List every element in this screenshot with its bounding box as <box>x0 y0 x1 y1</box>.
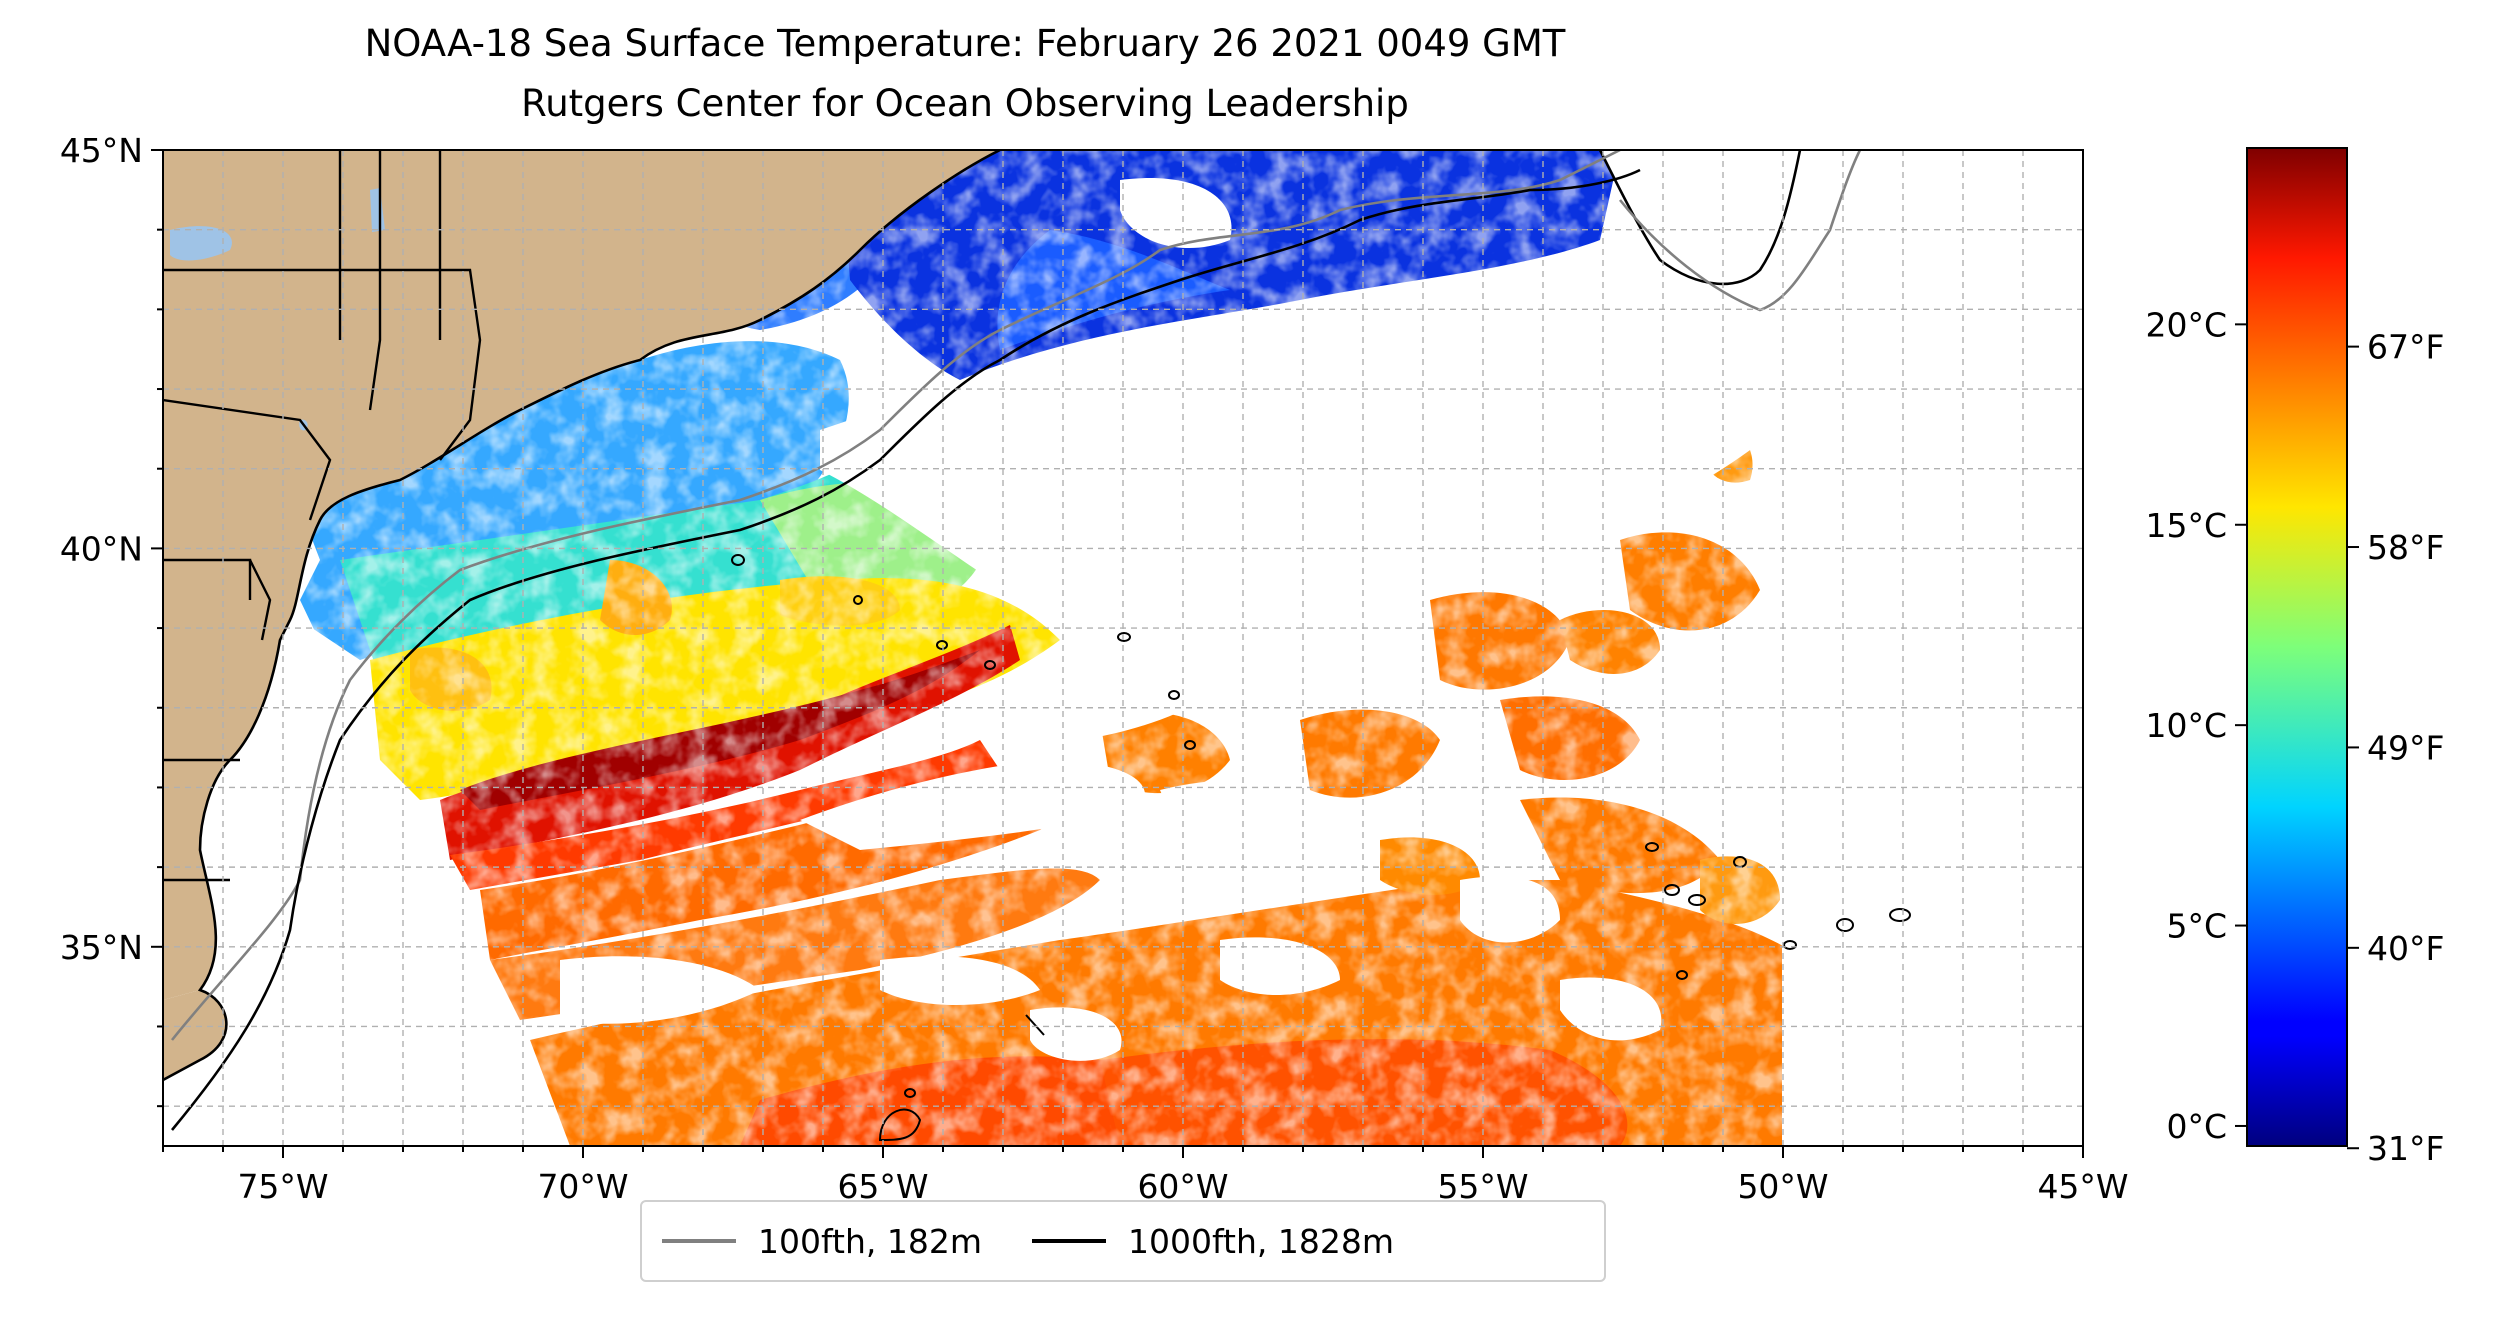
land <box>163 150 1790 1080</box>
x-tick-label: 50°W <box>1737 1167 1828 1206</box>
contour-100fth <box>170 150 1621 1041</box>
y-tick-label: 35°N <box>60 928 143 967</box>
legend-line-1000fth <box>1032 1239 1106 1243</box>
coastline-east <box>1598 150 1802 286</box>
x-axis: 75°W 70°W 65°W 60°W 55°W 50°W 45°W <box>162 1146 2129 1206</box>
legend-item-100fth: 100fth, 182m <box>662 1222 982 1261</box>
x-tick-label: 75°W <box>237 1167 328 1206</box>
x-tick-label: 60°W <box>1137 1167 1228 1206</box>
colorbar-celsius-label: 15°C <box>2145 506 2227 545</box>
title-line-1: NOAA-18 Sea Surface Temperature: Februar… <box>364 22 1566 65</box>
x-tick-label: 55°W <box>1437 1167 1528 1206</box>
colorbar-celsius-label: 20°C <box>2145 305 2227 344</box>
colorbar-celsius-ticks: 20°C 15°C 10°C 5°C 0°C <box>2145 305 2247 1146</box>
y-tick-label: 45°N <box>60 131 143 170</box>
map-area <box>163 150 2083 1146</box>
legend-label-1000fth: 1000fth, 1828m <box>1128 1221 1394 1261</box>
seamount-contours <box>731 554 1911 1142</box>
state-boundaries <box>163 150 482 882</box>
y-tick-label: 40°N <box>60 529 143 568</box>
colorbar-fahrenheit-label: 49°F <box>2367 728 2444 767</box>
x-tick-label: 45°W <box>2037 1167 2128 1206</box>
colorbar-celsius-label: 5°C <box>2166 907 2227 946</box>
colorbar-fahrenheit-label: 67°F <box>2367 328 2444 367</box>
lakes <box>170 188 385 431</box>
legend-label-100fth: 100fth, 182m <box>758 1221 982 1261</box>
gridlines <box>163 150 2083 1146</box>
colorbar-fahrenheit-label: 58°F <box>2367 528 2444 567</box>
legend-item-1000fth: 1000fth, 1828m <box>1032 1222 1394 1261</box>
contour-100fth-east <box>1618 150 1862 312</box>
colorbar-fahrenheit-label: 40°F <box>2367 929 2444 968</box>
colorbar-fahrenheit-ticks: 67°F 58°F 49°F 40°F 31°F <box>2347 328 2444 1168</box>
colorbar-celsius-label: 0°C <box>2166 1107 2227 1146</box>
colorbar: 20°C 15°C 10°C 5°C 0°C 67°F 58°F 49°F 40°F 31°F <box>2145 147 2444 1168</box>
title-line-2: Rutgers Center for Ocean Observing Leade… <box>521 82 1409 125</box>
x-tick-label: 65°W <box>837 1167 928 1206</box>
colorbar-celsius-label: 10°C <box>2145 706 2227 745</box>
legend: 100fth, 182m 1000fth, 1828m <box>640 1200 1606 1282</box>
colorbar-fahrenheit-label: 31°F <box>2367 1129 2444 1168</box>
x-tick-label: 70°W <box>537 1167 628 1206</box>
contour-1000fth <box>170 168 1641 1131</box>
legend-line-100fth <box>662 1239 736 1243</box>
y-axis: 45°N 40°N 35°N <box>60 131 163 1108</box>
coastline <box>163 150 1001 1082</box>
colorbar-gradient <box>2246 147 2348 1147</box>
